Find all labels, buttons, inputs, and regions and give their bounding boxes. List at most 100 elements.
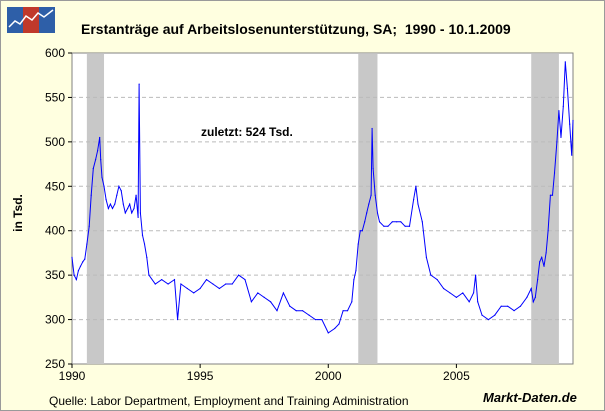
data-point bbox=[551, 194, 554, 196]
data-point bbox=[346, 310, 349, 312]
data-point bbox=[500, 305, 502, 307]
data-point bbox=[131, 212, 133, 214]
data-point bbox=[396, 221, 398, 223]
data-point bbox=[173, 278, 176, 281]
data-point bbox=[154, 283, 156, 285]
data-point bbox=[218, 287, 220, 290]
data-point bbox=[257, 292, 259, 294]
data-point bbox=[368, 203, 370, 205]
data-point bbox=[571, 154, 573, 156]
data-point bbox=[462, 292, 464, 294]
data-point bbox=[572, 119, 574, 122]
data-point bbox=[75, 278, 77, 281]
data-point bbox=[530, 287, 532, 290]
data-point bbox=[549, 194, 552, 196]
data-point bbox=[421, 221, 423, 223]
data-point bbox=[276, 310, 278, 312]
data-point bbox=[481, 314, 483, 316]
data-point bbox=[86, 243, 88, 245]
data-point bbox=[468, 301, 470, 303]
data-point bbox=[539, 261, 541, 263]
data-point bbox=[100, 159, 102, 161]
data-point bbox=[351, 301, 353, 303]
data-point bbox=[143, 243, 146, 245]
data-point bbox=[507, 305, 509, 307]
source-note: Quelle: Labor Department, Employment and… bbox=[49, 394, 409, 408]
data-point bbox=[391, 221, 393, 223]
data-point bbox=[120, 190, 122, 192]
data-point bbox=[513, 310, 515, 312]
data-point bbox=[109, 203, 112, 205]
data-point bbox=[94, 159, 97, 161]
data-point bbox=[180, 283, 182, 285]
data-point bbox=[270, 301, 272, 303]
data-point bbox=[408, 225, 411, 227]
plot-area bbox=[71, 52, 574, 365]
data-point bbox=[225, 283, 227, 285]
data-point bbox=[534, 296, 536, 298]
rising-line-chart-logo-icon bbox=[7, 7, 55, 33]
data-point bbox=[537, 278, 539, 281]
data-point bbox=[404, 225, 406, 227]
data-point bbox=[378, 221, 381, 223]
data-point bbox=[73, 274, 75, 276]
data-point bbox=[129, 203, 131, 205]
data-point bbox=[71, 256, 73, 258]
data-point bbox=[146, 256, 148, 258]
data-point bbox=[383, 225, 385, 227]
data-point bbox=[355, 270, 357, 272]
data-point bbox=[79, 265, 82, 267]
y-tick-label: 500 bbox=[45, 135, 65, 149]
y-tick-label: 400 bbox=[45, 224, 65, 238]
data-point bbox=[353, 278, 355, 281]
data-point bbox=[116, 194, 118, 196]
data-point bbox=[295, 310, 297, 312]
latest-value-annotation: zuletzt: 524 Tsd. bbox=[201, 125, 293, 139]
data-point bbox=[122, 203, 124, 205]
data-point bbox=[193, 292, 195, 294]
y-tick-label: 550 bbox=[45, 90, 65, 104]
data-point bbox=[487, 318, 490, 321]
data-point bbox=[99, 136, 101, 139]
data-point bbox=[88, 225, 90, 227]
data-point bbox=[442, 287, 445, 290]
data-point bbox=[250, 301, 252, 303]
data-point bbox=[334, 327, 336, 330]
data-point bbox=[543, 265, 545, 267]
data-point bbox=[186, 287, 188, 290]
data-point bbox=[494, 314, 496, 316]
data-point bbox=[564, 61, 566, 63]
y-tick-label: 300 bbox=[45, 313, 65, 327]
data-point bbox=[342, 310, 344, 312]
data-point bbox=[263, 296, 265, 298]
series-line bbox=[71, 61, 574, 334]
data-point bbox=[141, 234, 144, 236]
data-point bbox=[308, 314, 310, 316]
data-point bbox=[370, 194, 372, 196]
data-point bbox=[413, 199, 415, 201]
x-tick-label: 2005 bbox=[443, 369, 470, 383]
data-point bbox=[455, 296, 457, 298]
data-point bbox=[436, 278, 438, 281]
data-point bbox=[127, 207, 129, 210]
brand-watermark: Markt-Daten.de bbox=[483, 390, 577, 405]
data-point bbox=[205, 278, 208, 281]
data-point bbox=[359, 230, 361, 232]
y-tick-label: 350 bbox=[45, 268, 65, 282]
data-point bbox=[82, 261, 84, 263]
data-point bbox=[90, 194, 92, 196]
x-tick-label: 2000 bbox=[315, 369, 342, 383]
data-point bbox=[289, 305, 291, 307]
data-point bbox=[148, 274, 150, 276]
data-point bbox=[137, 216, 139, 218]
data-point bbox=[374, 194, 376, 196]
data-point bbox=[545, 252, 547, 254]
data-point bbox=[107, 207, 109, 210]
data-point bbox=[387, 225, 389, 227]
data-point bbox=[430, 274, 432, 276]
data-point bbox=[556, 141, 558, 143]
data-point bbox=[562, 105, 564, 107]
data-point bbox=[101, 176, 103, 178]
data-point bbox=[477, 301, 479, 303]
